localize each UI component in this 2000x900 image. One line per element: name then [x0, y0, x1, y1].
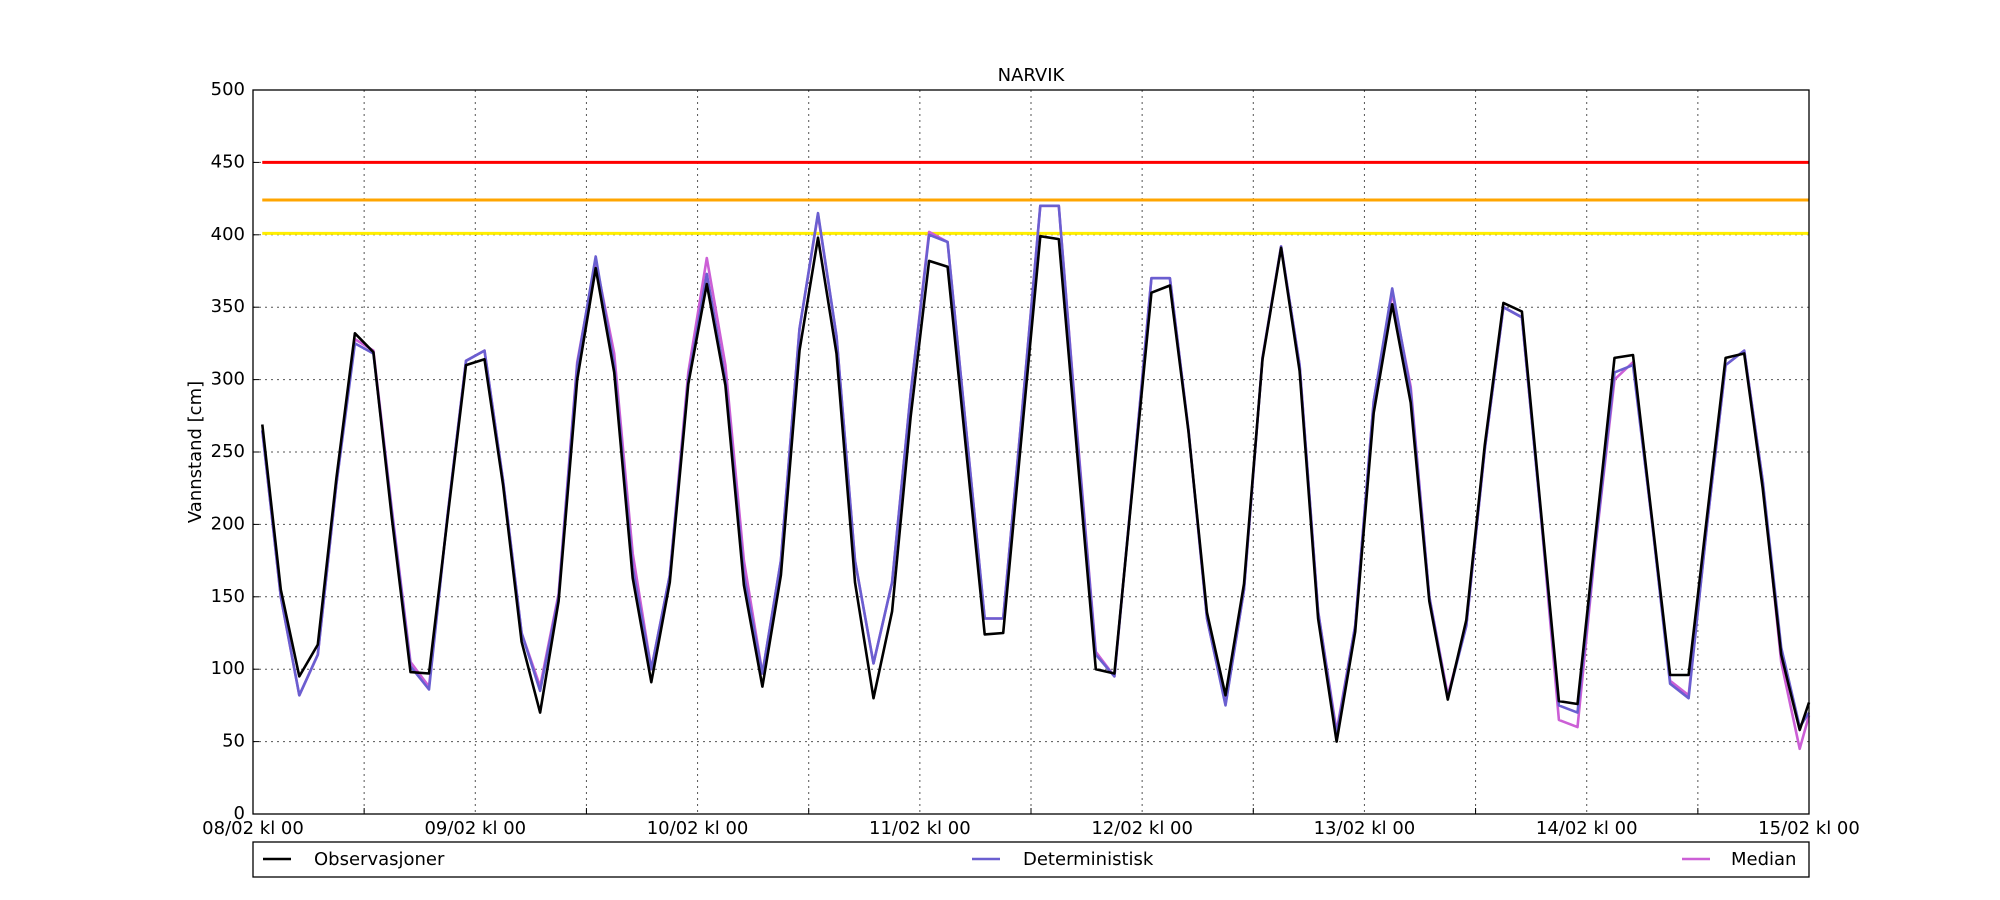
y-tick-label: 450: [211, 151, 245, 172]
legend: [252, 841, 1810, 878]
chart-title: NARVIK: [998, 65, 1066, 86]
y-tick-label: 300: [211, 369, 245, 390]
x-tick-label: 15/02 kl 00: [1758, 818, 1860, 839]
y-tick-label: 400: [211, 224, 245, 245]
y-tick-label: 0: [234, 803, 245, 824]
y-tick-label: 350: [211, 296, 245, 317]
y-tick-label: 250: [211, 441, 245, 462]
series-line: [261, 234, 1811, 743]
legend-label: Observasjoner: [314, 849, 445, 870]
x-tick-label: 10/02 kl 00: [647, 818, 749, 839]
x-tick-label: 12/02 kl 00: [1091, 818, 1193, 839]
y-tick-label: 500: [211, 79, 245, 100]
x-tick-label: 13/02 kl 00: [1314, 818, 1416, 839]
legend-label: Deterministisk: [1023, 849, 1154, 870]
x-tick-label: 08/02 kl 00: [202, 818, 304, 839]
y-axis-label: Vannstand [cm]: [185, 381, 206, 523]
x-tick-label: 14/02 kl 00: [1536, 818, 1638, 839]
plot-frame: [252, 89, 1810, 815]
y-tick-label: 150: [211, 586, 245, 607]
y-tick-label: 50: [222, 731, 245, 752]
y-tick-label: 100: [211, 658, 245, 679]
x-tick-label: 09/02 kl 00: [424, 818, 526, 839]
legend-label: Median: [1731, 849, 1796, 870]
x-tick-label: 11/02 kl 00: [869, 818, 971, 839]
y-tick-label: 200: [211, 513, 245, 534]
